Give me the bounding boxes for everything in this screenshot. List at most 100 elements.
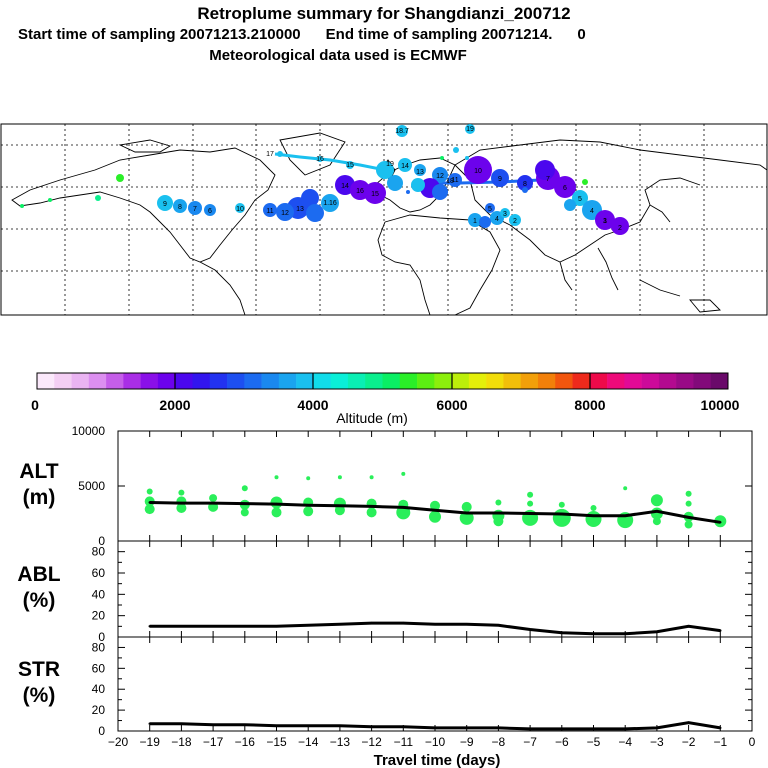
colorbar-cell bbox=[382, 373, 401, 389]
panel-frame bbox=[117, 636, 753, 732]
y-tick-label: 80 bbox=[92, 545, 106, 559]
colorbar-cell bbox=[192, 373, 211, 389]
series-point bbox=[655, 726, 659, 730]
plume-day-label: 1 bbox=[473, 218, 477, 225]
plume-point bbox=[440, 156, 444, 160]
colorbar-cell bbox=[658, 373, 677, 389]
panel-alt: 10000 5000 0 ALT (m) bbox=[19, 424, 753, 548]
plume-streak bbox=[274, 152, 386, 172]
series-point bbox=[655, 510, 659, 513]
altitude-dot bbox=[585, 511, 602, 527]
chart-title: Retroplume summary for Shangdianzi_20071… bbox=[197, 4, 571, 23]
plume-point bbox=[595, 210, 615, 230]
x-tick-label: −2 bbox=[682, 735, 696, 749]
x-axis-label: Travel time (days) bbox=[374, 752, 501, 768]
x-tick-label: −11 bbox=[394, 735, 414, 749]
plume-point bbox=[465, 156, 469, 160]
series-point bbox=[338, 724, 342, 727]
colorbar-cell bbox=[54, 373, 72, 389]
series-point bbox=[243, 625, 246, 628]
plume-day-label: 18.7 bbox=[395, 128, 409, 135]
plume-day-label: 16 bbox=[316, 156, 324, 163]
series-point bbox=[719, 521, 722, 524]
x-tick-label: −18 bbox=[171, 735, 192, 749]
plume-day-label: 10 bbox=[236, 206, 244, 213]
series-point bbox=[560, 512, 563, 516]
series-point bbox=[402, 725, 405, 728]
plume-point bbox=[465, 124, 475, 134]
colorbar-cell bbox=[710, 373, 729, 389]
altitude-dot bbox=[590, 505, 597, 511]
y-tick-label: 40 bbox=[92, 682, 106, 696]
plume-point bbox=[411, 178, 425, 192]
altitude-dot bbox=[650, 494, 663, 507]
x-tick-label: −17 bbox=[203, 735, 224, 749]
sampling-time-subtitle: Start time of sampling 20071213.210000 E… bbox=[18, 26, 586, 43]
y-tick-label: 80 bbox=[92, 640, 106, 654]
series-point bbox=[402, 506, 405, 509]
colorbar-cell bbox=[417, 373, 435, 389]
plume-point bbox=[468, 213, 482, 227]
altitude-dot bbox=[241, 485, 248, 492]
series-point bbox=[687, 721, 690, 724]
altitude-dot bbox=[401, 471, 406, 476]
series-point bbox=[497, 726, 500, 730]
altitude-dot bbox=[685, 500, 692, 507]
series-point bbox=[497, 511, 500, 515]
plume-point bbox=[432, 184, 448, 200]
plume-point bbox=[276, 203, 294, 221]
colorbar-cell bbox=[227, 373, 245, 389]
series-point bbox=[465, 511, 468, 515]
colorbar-cell bbox=[693, 373, 712, 389]
colorbar-cell bbox=[451, 373, 470, 389]
colorbar-cell bbox=[140, 373, 159, 389]
altitude-dot bbox=[337, 475, 342, 480]
plume-point bbox=[398, 158, 412, 172]
plume-point bbox=[306, 204, 324, 222]
x-tick-label: −20 bbox=[108, 735, 129, 749]
series-point bbox=[148, 722, 151, 725]
altitude-dot bbox=[144, 504, 155, 515]
x-tick-label: −7 bbox=[523, 735, 537, 749]
colorbar-axis-label: Altitude (m) bbox=[336, 410, 408, 426]
plume-point bbox=[321, 194, 339, 212]
plume-day-label: 15 bbox=[371, 191, 379, 198]
altitude-dot bbox=[527, 491, 534, 498]
series-point bbox=[497, 624, 500, 627]
colorbar-cell bbox=[520, 373, 539, 389]
plume-day-label: 9 bbox=[163, 201, 167, 208]
plume-points bbox=[20, 124, 629, 235]
colorbar-tick-label: 10000 bbox=[701, 397, 740, 413]
series-point bbox=[687, 625, 690, 628]
colorbar-cell bbox=[175, 373, 193, 389]
series-point bbox=[624, 727, 627, 731]
series-point bbox=[180, 722, 183, 725]
series-point bbox=[528, 727, 532, 731]
x-tick-label: −9 bbox=[460, 735, 474, 749]
plume-day-label: 6 bbox=[208, 208, 212, 215]
colorbar-tick-label: 4000 bbox=[297, 397, 328, 413]
plume-day-label: 14 bbox=[401, 163, 409, 170]
x-tick-label: −16 bbox=[235, 735, 256, 749]
altitude-dot bbox=[240, 508, 249, 517]
altitude-dot bbox=[623, 486, 628, 491]
panel-abl: 80 60 40 20 0 ABL (%) bbox=[17, 540, 753, 644]
plume-day-label: 6 bbox=[563, 185, 567, 192]
series-point bbox=[433, 726, 437, 730]
x-tick-label: −13 bbox=[330, 735, 351, 749]
colorbar-cell bbox=[123, 373, 141, 389]
colorbar-cell bbox=[296, 373, 314, 389]
plume-point bbox=[387, 175, 403, 191]
plume-day-label: 14 bbox=[341, 183, 349, 190]
series-point bbox=[211, 501, 215, 505]
y-tick-label: 0 bbox=[98, 724, 105, 738]
plume-day-label: 1 bbox=[603, 218, 607, 225]
series-point bbox=[338, 504, 342, 507]
altitude-dot bbox=[270, 496, 283, 509]
colorbar-cell bbox=[607, 373, 625, 389]
plume-day-label: 2 bbox=[618, 225, 622, 232]
colorbar-cell bbox=[468, 373, 487, 389]
x-tick-label: −3 bbox=[650, 735, 664, 749]
colorbar-cell bbox=[330, 373, 349, 389]
colorbar-cells bbox=[37, 373, 729, 389]
